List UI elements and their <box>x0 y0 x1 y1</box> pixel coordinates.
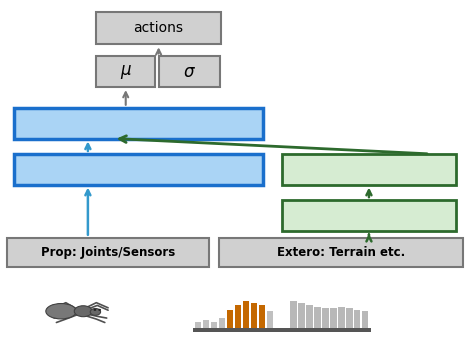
Bar <box>195 322 201 328</box>
Ellipse shape <box>74 306 92 317</box>
Text: $\mu$: $\mu$ <box>120 63 132 81</box>
Bar <box>203 320 209 328</box>
FancyBboxPatch shape <box>96 56 155 87</box>
Text: actions: actions <box>133 21 184 35</box>
Circle shape <box>98 309 101 311</box>
Circle shape <box>94 309 96 311</box>
FancyBboxPatch shape <box>159 56 220 87</box>
Bar <box>362 311 368 328</box>
Bar <box>227 310 233 328</box>
Bar <box>251 303 257 328</box>
Bar <box>338 307 345 328</box>
Bar <box>259 305 265 328</box>
Bar <box>211 322 217 328</box>
Text: Prop: Joints/Sensors: Prop: Joints/Sensors <box>41 246 175 259</box>
Bar <box>290 301 297 328</box>
Bar <box>314 307 321 328</box>
FancyBboxPatch shape <box>7 238 209 267</box>
Bar <box>235 305 241 328</box>
Bar <box>346 308 352 328</box>
Ellipse shape <box>90 308 101 315</box>
Bar <box>330 308 337 328</box>
FancyBboxPatch shape <box>14 154 263 185</box>
FancyBboxPatch shape <box>96 12 221 44</box>
Bar <box>243 301 249 328</box>
Bar <box>354 310 360 328</box>
Bar <box>322 308 329 328</box>
FancyBboxPatch shape <box>219 238 463 267</box>
Bar <box>219 318 225 328</box>
Bar <box>267 311 273 328</box>
Bar <box>306 305 313 328</box>
FancyBboxPatch shape <box>14 108 263 139</box>
Text: Extero: Terrain etc.: Extero: Terrain etc. <box>277 246 405 259</box>
Text: $\sigma$: $\sigma$ <box>183 63 196 81</box>
Ellipse shape <box>46 304 76 319</box>
Bar <box>298 303 305 328</box>
FancyBboxPatch shape <box>282 154 456 185</box>
FancyBboxPatch shape <box>282 200 456 231</box>
Bar <box>193 328 371 332</box>
